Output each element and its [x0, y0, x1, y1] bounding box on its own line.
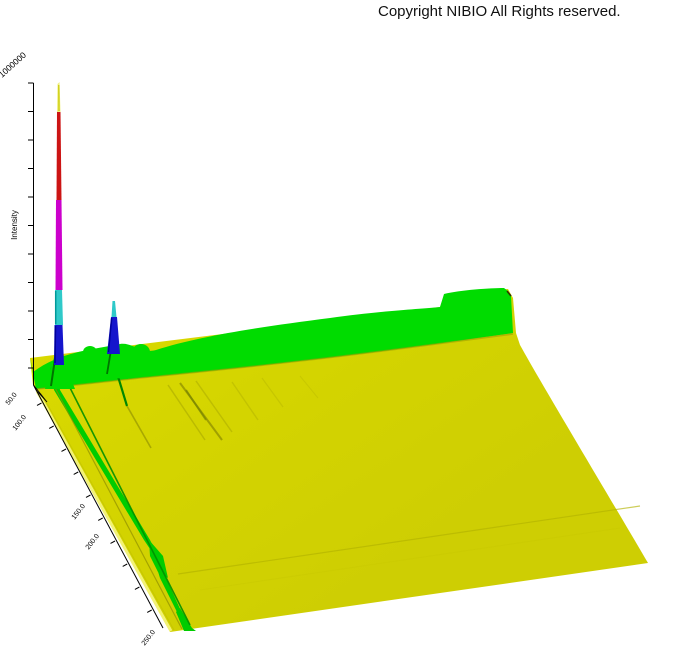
baseline-bump [83, 346, 97, 358]
surface [30, 289, 648, 632]
faint-streak-green [185, 389, 207, 421]
faint-streak [299, 375, 319, 399]
faint-streak [261, 377, 284, 408]
main-trace-end-blob [176, 608, 196, 631]
second-spike [102, 301, 128, 379]
intensity-axis-label: Intensity [10, 210, 19, 240]
surface-left-edge-highlight [35, 390, 173, 632]
faint-streak [195, 380, 233, 433]
depth-tick-label-0: 50.0 [5, 391, 19, 406]
main-trace-olive-edge [51, 381, 183, 630]
baseline-bump [132, 344, 150, 360]
main-spike-magenta-band [55, 200, 63, 290]
depth-tick-label-2: 150.0 [71, 503, 87, 521]
main-spike [45, 82, 75, 389]
surface-yellow-plane [30, 289, 648, 632]
faint-streak [167, 384, 206, 441]
main-trace-dark-edge [61, 371, 191, 626]
depth-tick-label-1: 100.0 [12, 414, 28, 432]
second-spike-cyan-tip [111, 301, 117, 317]
main-spike-cyan-band [55, 290, 63, 325]
surface-left-edge-shade [40, 392, 175, 631]
baseline-band-fringe [35, 333, 514, 390]
main-spike-blue-edge [54, 325, 57, 364]
origin-corner [33, 384, 48, 403]
axes [28, 82, 164, 629]
main-trace-bulge [149, 540, 168, 578]
second-trace-fade [126, 405, 152, 449]
main-spike-blue-band [54, 325, 64, 365]
intensity-max-tick-label: 1000000 [0, 50, 28, 80]
depth-axis-ticks [36, 402, 152, 613]
faint-streak [231, 381, 259, 421]
main-spike-red-band [56, 112, 62, 200]
depth-axis-line [33, 384, 164, 629]
copyright-text: Copyright NIBIO All Rights reserved. [378, 3, 621, 20]
surface-streaks [50, 359, 319, 631]
second-spike-blue-edge [107, 317, 113, 353]
depth-tick-label-4: 250.0 [141, 629, 157, 647]
depth-tick-label-3: 200.0 [85, 533, 101, 551]
band-step-notch [506, 290, 512, 297]
baseline-band-shape [30, 288, 513, 389]
intensity-axis-ticks [28, 82, 34, 369]
surface-ridge-line [177, 505, 641, 575]
surface-ridge-line-faint [199, 527, 621, 591]
baseline-band [30, 288, 514, 390]
